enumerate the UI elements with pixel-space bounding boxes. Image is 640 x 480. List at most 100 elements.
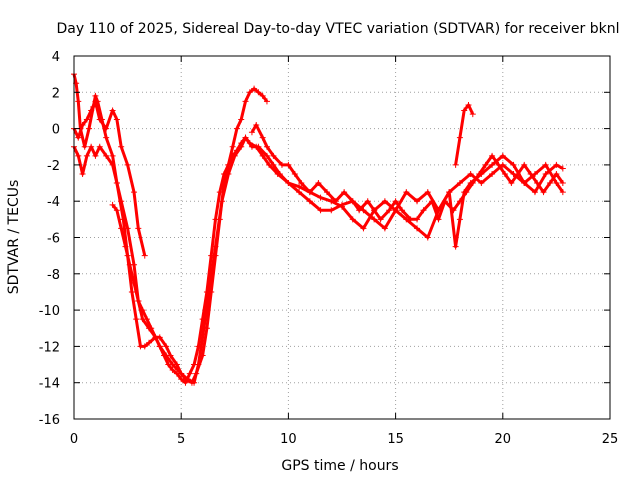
y-tick-label: 4	[52, 50, 60, 65]
data-point	[109, 161, 116, 168]
data-point	[92, 152, 99, 159]
data-point	[553, 161, 560, 168]
data-point	[291, 170, 298, 177]
data-point	[399, 207, 406, 214]
data-point	[163, 343, 170, 350]
data-point	[420, 207, 427, 214]
data-point	[195, 343, 202, 350]
data-point	[456, 216, 463, 223]
data-point	[456, 134, 463, 141]
y-tick-label: -14	[39, 377, 60, 392]
data-point	[83, 152, 90, 159]
data-point	[124, 161, 131, 168]
data-point	[559, 165, 566, 172]
data-point	[356, 207, 363, 214]
data-point	[559, 189, 566, 196]
data-point	[341, 189, 348, 196]
data-point	[414, 225, 421, 232]
data-point	[542, 161, 549, 168]
data-point	[92, 98, 99, 105]
y-tick-label: -2	[47, 159, 60, 174]
data-point	[248, 129, 255, 136]
data-point	[508, 180, 515, 187]
y-tick-label: -4	[47, 195, 60, 210]
data-point	[377, 216, 384, 223]
data-point	[317, 194, 324, 201]
data-point	[465, 102, 472, 109]
y-tick-label: -12	[39, 340, 60, 355]
data-point	[141, 343, 148, 350]
data-point	[103, 125, 110, 132]
data-point	[407, 216, 414, 223]
x-tick-label: 25	[602, 432, 619, 447]
data-point	[339, 203, 345, 210]
data-point	[242, 134, 249, 141]
data-point	[270, 152, 277, 159]
data-point	[514, 170, 521, 177]
data-point	[191, 361, 198, 368]
data-point	[81, 143, 88, 150]
data-point	[156, 343, 163, 350]
data-point	[263, 98, 270, 105]
data-point	[392, 207, 399, 214]
data-point	[152, 334, 159, 341]
data-point	[118, 198, 125, 205]
data-point	[109, 107, 116, 114]
data-point	[229, 143, 236, 150]
data-point	[126, 261, 133, 268]
data-point	[113, 207, 120, 214]
data-point	[229, 152, 236, 159]
data-point	[88, 107, 95, 114]
data-point	[96, 116, 103, 123]
data-point	[360, 225, 367, 232]
data-point	[381, 198, 388, 205]
data-point	[553, 170, 560, 177]
data-point	[259, 152, 266, 159]
data-point	[559, 180, 566, 187]
data-point	[88, 143, 95, 150]
data-point	[169, 366, 176, 373]
data-point	[253, 143, 260, 150]
data-point	[469, 180, 476, 187]
data-point	[371, 207, 378, 214]
data-point	[495, 161, 502, 168]
data-point	[118, 143, 125, 150]
y-axis-label: SDTVAR / TECUs	[6, 180, 22, 295]
data-point	[467, 170, 474, 177]
x-tick-label: 10	[280, 432, 297, 447]
data-point	[274, 170, 281, 177]
data-point	[135, 298, 142, 305]
data-series	[71, 71, 566, 386]
data-point	[553, 180, 560, 187]
data-point	[278, 161, 285, 168]
data-point	[238, 116, 245, 123]
x-tick-label: 0	[70, 432, 78, 447]
data-point	[255, 89, 262, 96]
data-point	[246, 140, 253, 147]
data-point	[242, 98, 249, 105]
data-point	[128, 288, 135, 295]
data-point	[298, 180, 305, 187]
data-point	[521, 161, 528, 168]
chart-title: Day 110 of 2025, Sidereal Day-to-day VTE…	[57, 21, 620, 37]
data-point	[75, 98, 82, 105]
data-point	[381, 225, 388, 232]
data-point	[489, 152, 496, 159]
data-point	[113, 180, 120, 187]
data-point	[463, 189, 470, 196]
data-point	[323, 189, 330, 196]
data-point	[212, 216, 219, 223]
data-point	[266, 161, 273, 168]
series-line-track-a	[72, 73, 269, 385]
data-point	[216, 189, 223, 196]
data-point	[435, 216, 442, 223]
data-point	[452, 243, 459, 250]
data-point	[199, 316, 206, 323]
data-point	[75, 152, 82, 159]
y-tick-label: -16	[39, 413, 60, 428]
data-point	[499, 152, 506, 159]
data-point	[478, 180, 485, 187]
data-point	[178, 376, 185, 383]
y-tick-label: -10	[39, 304, 60, 319]
data-point	[161, 352, 168, 359]
